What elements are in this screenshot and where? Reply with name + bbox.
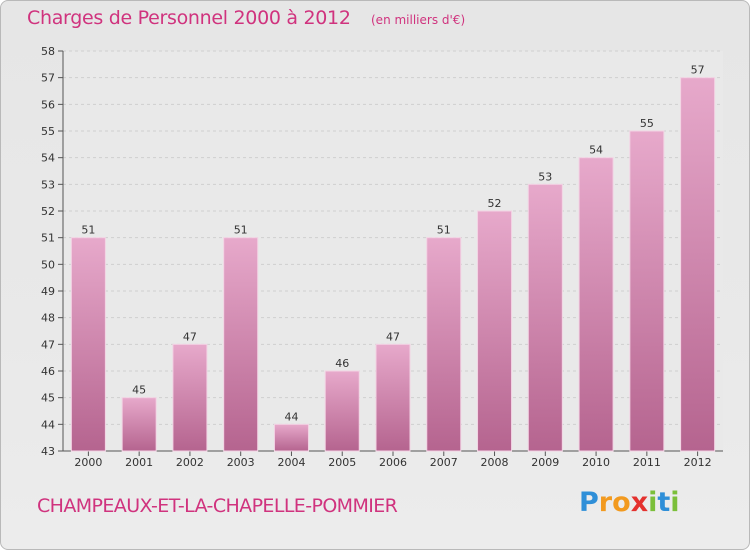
- data-label: 57: [691, 64, 705, 77]
- data-label: 46: [335, 357, 349, 370]
- y-tick-label: 52: [41, 205, 55, 218]
- x-tick-label: 2007: [430, 456, 458, 469]
- data-label: 45: [132, 384, 146, 397]
- x-tick-label: 2000: [74, 456, 102, 469]
- x-tick-label: 2005: [328, 456, 356, 469]
- y-tick-label: 46: [41, 365, 55, 378]
- y-tick-label: 56: [41, 98, 55, 111]
- chart-title: Charges de Personnel 2000 à 2012: [27, 7, 351, 29]
- logo-letter: i: [670, 487, 680, 518]
- logo-letter: P: [579, 487, 599, 518]
- x-tick-label: 2010: [582, 456, 610, 469]
- y-tick-label: 55: [41, 125, 55, 138]
- data-label: 47: [386, 330, 400, 343]
- y-tick-label: 54: [41, 152, 55, 165]
- commune-name: CHAMPEAUX-ET-LA-CHAPELLE-POMMIER: [37, 495, 398, 517]
- logo-letter: r: [598, 487, 613, 518]
- bars: [70, 77, 716, 452]
- bar: [70, 237, 106, 452]
- y-tick-label: 50: [41, 258, 55, 271]
- x-tick-label: 2004: [277, 456, 305, 469]
- bar: [375, 343, 411, 452]
- y-tick-label: 49: [41, 285, 55, 298]
- bar: [680, 77, 716, 452]
- bar: [629, 130, 665, 452]
- bar: [527, 183, 563, 452]
- x-tick-label: 2011: [633, 456, 661, 469]
- y-tick-label: 44: [41, 418, 55, 431]
- y-tick-label: 58: [41, 45, 55, 58]
- y-tick-label: 48: [41, 312, 55, 325]
- data-label: 55: [640, 117, 654, 130]
- x-tick-label: 2012: [684, 456, 712, 469]
- proxiti-logo[interactable]: Proxiti: [579, 487, 680, 518]
- data-label: 51: [437, 224, 451, 237]
- x-tick-label: 2006: [379, 456, 407, 469]
- bar: [477, 210, 513, 452]
- bar: [578, 157, 614, 452]
- labels: 43 44 45 46 47 48 49 50 51 52 53 54 55 56 57 58 2000 51 20…: [41, 45, 712, 469]
- bar: [172, 343, 208, 452]
- x-tick-label: 2008: [481, 456, 509, 469]
- logo-letter: t: [657, 487, 671, 518]
- y-tick-label: 47: [41, 338, 55, 351]
- x-tick-label: 2001: [125, 456, 153, 469]
- y-tick-label: 57: [41, 72, 55, 85]
- data-label: 52: [488, 197, 502, 210]
- bar: [121, 397, 157, 452]
- logo-letter: i: [648, 487, 658, 518]
- y-tick-label: 53: [41, 178, 55, 191]
- data-label: 53: [538, 170, 552, 183]
- y-tick-label: 45: [41, 392, 55, 405]
- data-label: 54: [589, 144, 603, 157]
- logo-letter: o: [612, 487, 631, 518]
- bar: [324, 370, 360, 452]
- bar: [426, 237, 462, 452]
- data-label: 44: [284, 410, 298, 423]
- data-label: 47: [183, 330, 197, 343]
- bar: [273, 423, 309, 452]
- data-label: 51: [234, 224, 248, 237]
- chart-subtitle: (en milliers d'€): [371, 13, 466, 27]
- y-tick-label: 43: [41, 445, 55, 458]
- logo-letter: x: [630, 487, 649, 518]
- data-label: 51: [81, 224, 95, 237]
- x-tick-label: 2003: [227, 456, 255, 469]
- y-tick-label: 51: [41, 232, 55, 245]
- bar: [223, 237, 259, 452]
- x-tick-label: 2002: [176, 456, 204, 469]
- x-tick-label: 2009: [531, 456, 559, 469]
